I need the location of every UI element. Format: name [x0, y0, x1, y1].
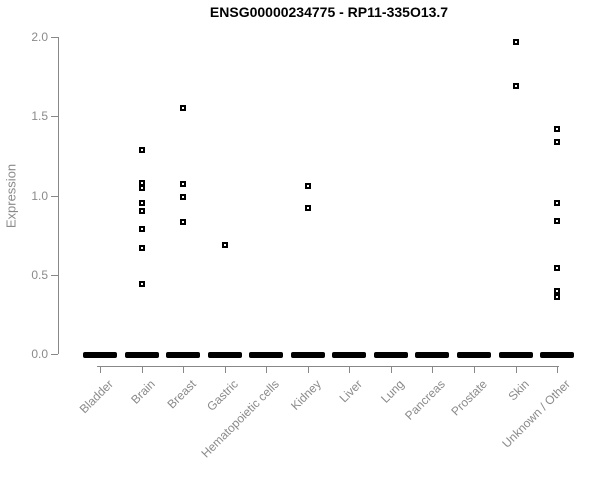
- zero-cluster-dash: [249, 352, 284, 358]
- data-point: [138, 281, 145, 288]
- zero-cluster-dash: [415, 352, 450, 358]
- y-tick-label: 0.5: [31, 267, 48, 282]
- data-point: [304, 182, 311, 189]
- y-axis-label: Expression: [3, 163, 19, 229]
- y-tick: [51, 354, 58, 355]
- data-point: [180, 105, 187, 112]
- y-tick: [51, 274, 58, 276]
- y-tick-label: 2.0: [31, 30, 48, 44]
- data-point: [554, 287, 561, 294]
- data-point: [304, 205, 311, 212]
- y-tick: [51, 37, 58, 38]
- data-point: [138, 225, 145, 232]
- data-point: [138, 146, 145, 153]
- data-point: [554, 138, 561, 145]
- data-point: [554, 125, 561, 132]
- y-tick-label: 0.0: [31, 347, 48, 361]
- x-tick: [141, 366, 143, 373]
- x-tick: [224, 366, 226, 373]
- y-tick: [51, 116, 58, 118]
- x-tick: [307, 366, 309, 373]
- data-point: [180, 219, 187, 226]
- x-tick: [183, 366, 185, 373]
- zero-cluster-dash: [290, 352, 325, 358]
- data-point: [554, 293, 561, 300]
- x-tick: [473, 366, 475, 373]
- zero-cluster-dash: [207, 352, 242, 358]
- x-tick: [266, 366, 268, 373]
- data-point: [512, 83, 519, 90]
- zero-cluster-dash: [83, 352, 117, 358]
- x-tick: [349, 366, 351, 373]
- zero-cluster-dash: [373, 352, 408, 358]
- y-tick-label: 1.0: [31, 188, 48, 203]
- x-tick: [390, 366, 392, 373]
- x-tick: [515, 366, 517, 373]
- y-tick-label: 1.5: [31, 109, 48, 124]
- zero-cluster-dash: [498, 352, 533, 358]
- data-point: [138, 208, 145, 215]
- x-axis-line: [97, 366, 559, 367]
- data-point: [138, 184, 145, 191]
- data-point: [554, 217, 561, 224]
- zero-cluster-dash: [332, 352, 367, 358]
- data-point: [554, 200, 561, 207]
- x-tick: [557, 366, 559, 373]
- data-point: [554, 265, 561, 272]
- data-point: [512, 38, 519, 45]
- zero-cluster-dash: [456, 352, 491, 358]
- y-tick: [51, 195, 58, 197]
- data-point: [180, 181, 187, 188]
- zero-cluster-dash: [166, 352, 201, 358]
- y-axis-line: [58, 37, 59, 354]
- zero-cluster-dash: [124, 352, 159, 358]
- data-point: [221, 241, 228, 248]
- x-tick: [100, 366, 101, 373]
- data-point: [138, 200, 145, 207]
- chart-title: ENSG00000234775 - RP11-335O13.7: [209, 4, 449, 20]
- x-tick: [432, 366, 434, 373]
- zero-cluster-dash: [540, 352, 575, 358]
- data-point: [180, 194, 187, 201]
- data-point: [138, 244, 145, 251]
